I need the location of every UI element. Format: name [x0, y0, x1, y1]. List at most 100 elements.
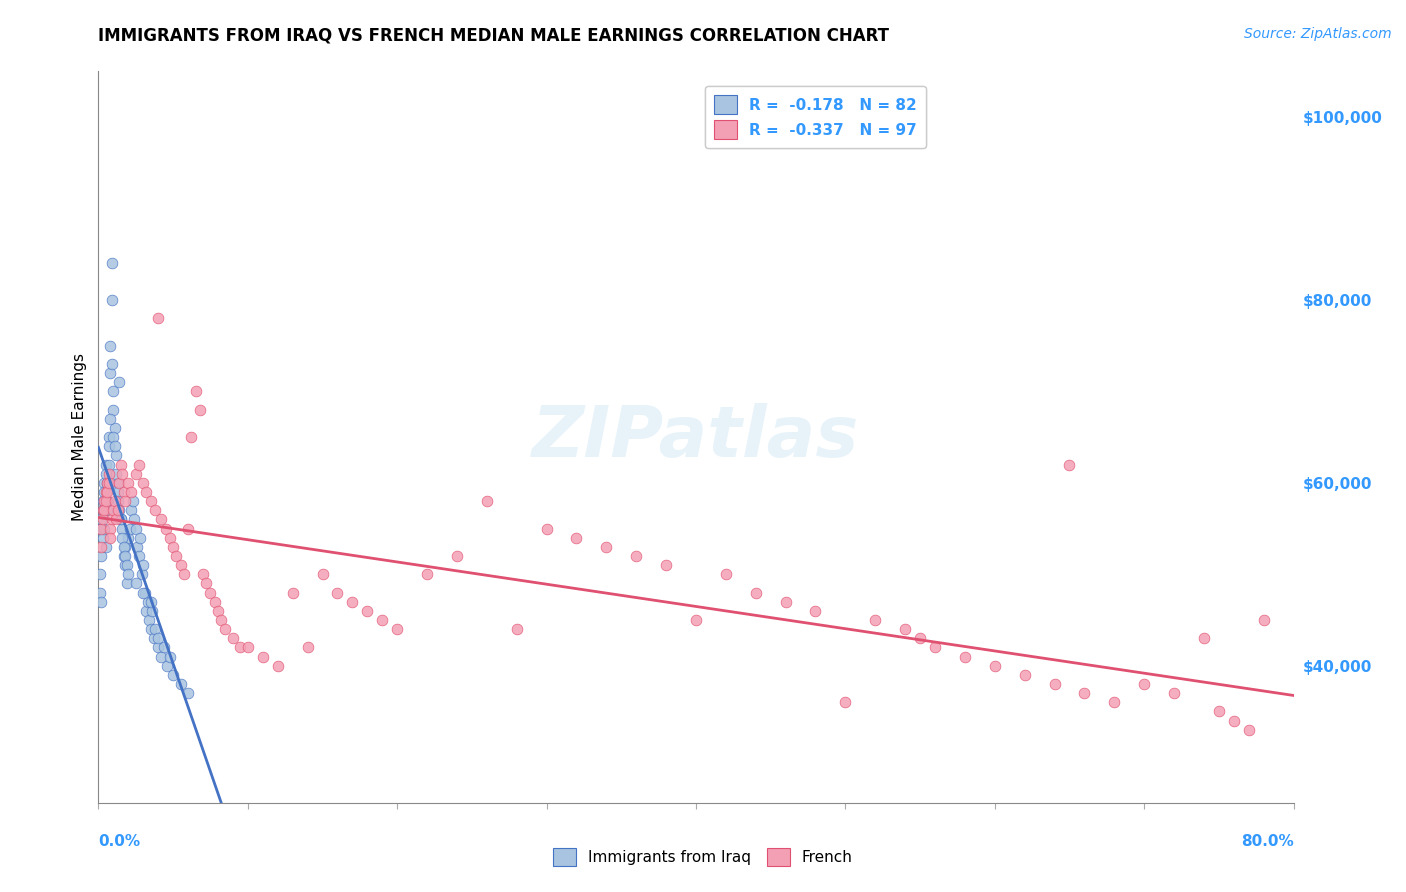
Point [132, 585, 155, 599]
Point [108, 475, 131, 490]
Point [101, 293, 124, 307]
Point [135, 604, 157, 618]
Point [131, 567, 153, 582]
Text: 0.0%: 0.0% [98, 834, 141, 849]
Text: IMMIGRANTS FROM IRAQ VS FRENCH MEDIAN MALE EARNINGS CORRELATION CHART: IMMIGRANTS FROM IRAQ VS FRENCH MEDIAN MA… [98, 27, 890, 45]
Point [908, 632, 931, 646]
Point [655, 558, 678, 573]
Point [1073, 686, 1095, 700]
Point [143, 622, 166, 636]
Text: 80.0%: 80.0% [1240, 834, 1294, 849]
Point [118, 521, 141, 535]
Point [416, 567, 439, 582]
Point [267, 658, 290, 673]
Point [93, 475, 115, 490]
Point [191, 567, 214, 582]
Point [159, 649, 181, 664]
Point [865, 613, 887, 627]
Point [173, 567, 195, 582]
Point [204, 594, 226, 608]
Point [177, 686, 200, 700]
Point [169, 677, 191, 691]
Point [565, 531, 588, 545]
Point [311, 567, 333, 582]
Point [153, 640, 176, 655]
Point [165, 549, 187, 563]
Point [141, 604, 163, 618]
Point [207, 604, 229, 618]
Point [96, 503, 118, 517]
Point [714, 567, 737, 582]
Point [804, 604, 827, 618]
Point [297, 640, 319, 655]
Point [385, 622, 409, 636]
Point [121, 494, 143, 508]
Point [138, 613, 160, 627]
Point [125, 521, 148, 535]
Point [91, 512, 114, 526]
Point [120, 503, 142, 517]
Point [1043, 677, 1066, 691]
Point [101, 512, 124, 526]
Legend: R =  -0.178   N = 82, R =  -0.337   N = 97: R = -0.178 N = 82, R = -0.337 N = 97 [704, 87, 927, 148]
Point [342, 594, 364, 608]
Point [94, 540, 117, 554]
Point [111, 521, 134, 535]
Point [148, 632, 170, 646]
Point [117, 475, 139, 490]
Point [100, 531, 122, 545]
Point [136, 594, 159, 608]
Point [177, 521, 200, 535]
Point [90, 521, 112, 535]
Point [595, 540, 617, 554]
Legend: Immigrants from Iraq, French: Immigrants from Iraq, French [544, 838, 862, 875]
Point [134, 585, 156, 599]
Point [252, 649, 274, 664]
Point [114, 549, 136, 563]
Point [124, 512, 146, 526]
Point [100, 338, 122, 352]
Point [536, 521, 558, 535]
Point [1253, 613, 1275, 627]
Point [115, 576, 138, 591]
Point [685, 613, 707, 627]
Point [1192, 632, 1215, 646]
Point [139, 622, 162, 636]
Point [90, 512, 112, 526]
Point [281, 585, 304, 599]
Point [1014, 667, 1036, 681]
Point [135, 485, 157, 500]
Point [97, 475, 120, 490]
Point [1208, 705, 1230, 719]
Point [105, 512, 128, 526]
Point [103, 384, 125, 399]
Point [148, 640, 170, 655]
Point [90, 540, 112, 554]
Point [195, 576, 218, 591]
Point [139, 494, 162, 508]
Point [100, 412, 122, 426]
Point [150, 512, 173, 526]
Point [180, 430, 202, 444]
Point [89, 567, 111, 582]
Point [96, 494, 118, 508]
Y-axis label: Median Male Earnings: Median Male Earnings [72, 353, 87, 521]
Point [626, 549, 648, 563]
Point [125, 467, 148, 481]
Point [953, 649, 976, 664]
Point [125, 576, 148, 591]
Point [104, 439, 127, 453]
Point [97, 458, 120, 472]
Point [143, 503, 166, 517]
Point [834, 695, 856, 709]
Point [97, 430, 120, 444]
Point [91, 531, 114, 545]
Point [91, 503, 114, 517]
Point [129, 531, 152, 545]
Point [107, 494, 129, 508]
Point [101, 256, 124, 270]
Point [356, 604, 378, 618]
Point [475, 494, 498, 508]
Point [1237, 723, 1260, 737]
Point [326, 585, 349, 599]
